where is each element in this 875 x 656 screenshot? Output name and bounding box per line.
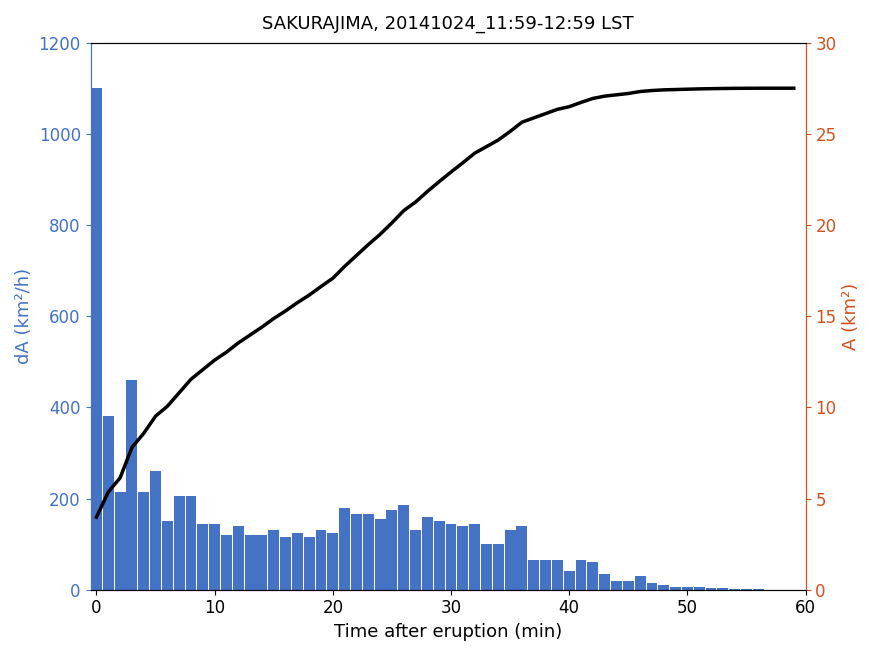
Bar xyxy=(327,533,339,590)
Bar xyxy=(233,526,244,590)
Bar xyxy=(269,531,279,590)
Bar xyxy=(705,588,717,590)
Title: SAKURAJIMA, 20141024_11:59-12:59 LST: SAKURAJIMA, 20141024_11:59-12:59 LST xyxy=(262,15,634,33)
Bar xyxy=(552,560,563,590)
Bar xyxy=(280,537,291,590)
Y-axis label: dA (km²/h): dA (km²/h) xyxy=(15,268,33,364)
Bar xyxy=(198,523,208,590)
Bar xyxy=(493,544,504,590)
Bar xyxy=(127,380,137,590)
Bar xyxy=(245,535,256,590)
Bar xyxy=(469,523,480,590)
Bar xyxy=(374,519,386,590)
Bar xyxy=(611,581,622,590)
Bar xyxy=(103,417,114,590)
Bar xyxy=(670,587,681,590)
Bar xyxy=(422,517,433,590)
Bar xyxy=(398,505,410,590)
Bar xyxy=(115,492,125,590)
Bar xyxy=(718,588,728,590)
Bar xyxy=(292,533,303,590)
Bar xyxy=(410,531,421,590)
Bar xyxy=(91,88,102,590)
Bar xyxy=(387,510,397,590)
Bar xyxy=(505,531,515,590)
Bar xyxy=(481,544,492,590)
Bar xyxy=(634,576,646,590)
Bar xyxy=(694,587,704,590)
Bar xyxy=(150,471,161,590)
Bar xyxy=(658,585,669,590)
Bar xyxy=(363,514,374,590)
Bar xyxy=(209,523,220,590)
Bar xyxy=(682,587,693,590)
Bar xyxy=(162,522,172,590)
Y-axis label: A (km²): A (km²) xyxy=(842,283,860,350)
Bar xyxy=(138,492,149,590)
Bar xyxy=(599,574,610,590)
Bar xyxy=(304,537,315,590)
Bar xyxy=(623,581,634,590)
Bar xyxy=(458,526,468,590)
Bar xyxy=(221,535,232,590)
Bar xyxy=(528,560,539,590)
Bar xyxy=(340,508,350,590)
Bar xyxy=(576,560,586,590)
X-axis label: Time after eruption (min): Time after eruption (min) xyxy=(334,623,563,641)
Bar xyxy=(587,562,598,590)
Bar xyxy=(186,496,196,590)
Bar xyxy=(647,583,657,590)
Bar xyxy=(256,535,268,590)
Bar xyxy=(434,522,444,590)
Bar xyxy=(729,589,740,590)
Bar xyxy=(540,560,551,590)
Bar xyxy=(516,526,528,590)
Bar xyxy=(174,496,185,590)
Bar xyxy=(445,523,457,590)
Bar xyxy=(564,571,575,590)
Bar xyxy=(316,531,326,590)
Bar xyxy=(351,514,362,590)
